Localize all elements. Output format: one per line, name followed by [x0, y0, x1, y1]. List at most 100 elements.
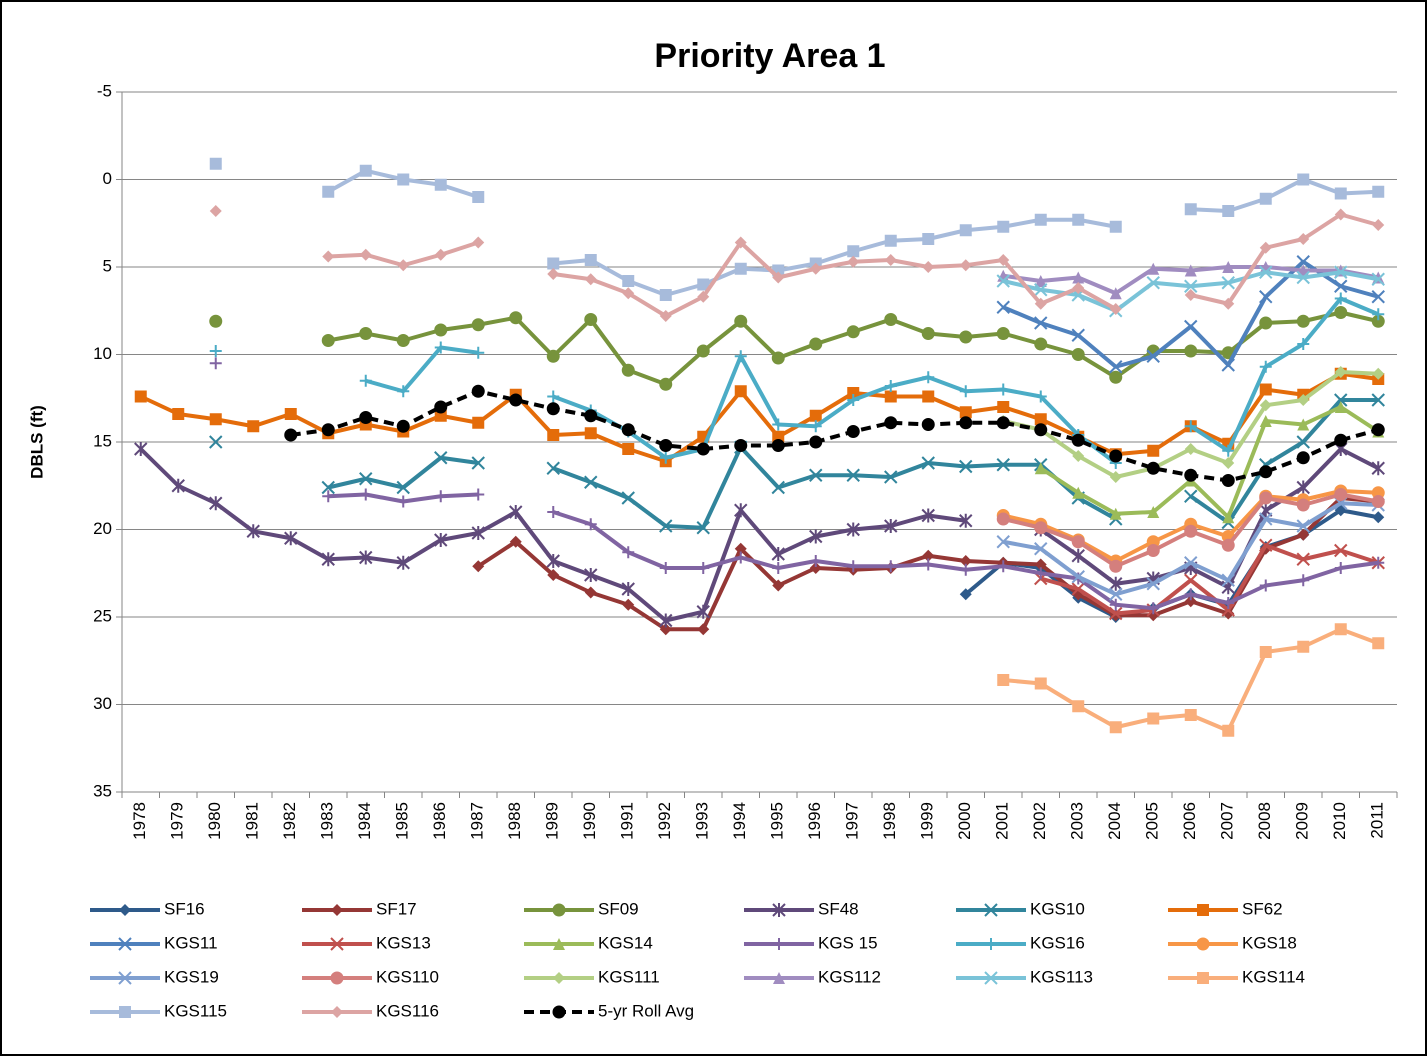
marker	[1296, 480, 1310, 495]
marker	[1372, 367, 1385, 380]
marker	[584, 254, 597, 266]
legend-item: SF17	[302, 899, 417, 918]
marker	[119, 904, 131, 916]
marker	[547, 257, 560, 270]
marker	[1222, 205, 1235, 217]
marker	[1222, 724, 1235, 737]
marker	[359, 374, 372, 387]
marker	[209, 205, 222, 217]
x-tick-label: 1997	[843, 802, 862, 840]
marker	[1146, 349, 1160, 363]
marker	[434, 451, 448, 465]
marker	[659, 377, 673, 391]
marker	[397, 385, 410, 398]
marker	[1034, 677, 1047, 690]
marker	[1184, 468, 1198, 482]
marker	[1221, 474, 1235, 487]
marker	[696, 604, 710, 619]
x-tick-label: 2008	[1255, 802, 1274, 840]
marker	[921, 327, 935, 340]
marker	[1334, 292, 1347, 305]
marker	[547, 268, 560, 280]
x-tick-label: 1992	[655, 802, 674, 840]
marker	[284, 408, 297, 420]
marker	[984, 971, 998, 985]
marker	[959, 588, 972, 601]
marker	[1221, 358, 1235, 372]
marker	[1071, 433, 1085, 447]
x-tick-label: 1993	[693, 802, 712, 840]
marker	[659, 439, 673, 452]
marker	[1296, 435, 1310, 449]
marker	[1034, 542, 1048, 556]
marker	[1184, 289, 1197, 301]
legend-label: KGS10	[1030, 899, 1085, 918]
marker	[959, 513, 973, 528]
marker	[397, 259, 410, 272]
y-tick-label: -5	[97, 81, 112, 100]
marker	[1109, 287, 1122, 300]
x-tick-label: 1994	[730, 802, 749, 840]
marker	[772, 579, 785, 592]
marker	[997, 560, 1010, 573]
marker	[773, 972, 785, 984]
marker	[359, 411, 373, 424]
marker	[1034, 521, 1048, 535]
marker	[1372, 511, 1385, 524]
marker	[1184, 279, 1198, 293]
x-tick-label: 2000	[955, 802, 974, 840]
legend-item: KGS110	[302, 967, 439, 986]
marker	[1147, 712, 1160, 725]
marker	[1334, 265, 1348, 279]
marker	[959, 459, 973, 474]
marker	[847, 394, 860, 406]
marker	[1371, 290, 1385, 304]
marker	[1147, 506, 1160, 518]
marker	[330, 937, 344, 951]
marker	[847, 255, 860, 268]
marker	[1072, 271, 1085, 284]
marker	[1221, 538, 1235, 552]
marker	[1221, 573, 1235, 587]
marker	[959, 224, 972, 237]
marker	[547, 390, 560, 403]
marker	[434, 533, 448, 547]
series-line	[139, 371, 1379, 464]
marker	[1184, 573, 1198, 587]
marker	[809, 337, 823, 351]
marker	[884, 234, 897, 247]
marker	[397, 173, 410, 186]
marker	[321, 334, 335, 347]
y-tick-label: 30	[93, 694, 112, 713]
marker	[697, 562, 710, 574]
x-tick-label: 1998	[880, 802, 899, 840]
marker	[921, 456, 935, 470]
marker	[471, 456, 485, 470]
series	[209, 357, 1385, 615]
marker	[509, 535, 522, 548]
y-tick-label: 10	[93, 344, 112, 363]
marker	[1259, 579, 1272, 592]
legend-label: SF17	[376, 899, 417, 918]
marker	[809, 562, 822, 574]
marker	[772, 271, 785, 284]
x-tick-label: 1986	[430, 802, 449, 840]
marker	[246, 524, 260, 539]
marker	[809, 435, 823, 449]
marker	[1334, 543, 1348, 558]
marker	[659, 623, 672, 636]
marker	[472, 346, 485, 359]
x-tick-label: 1982	[280, 802, 299, 840]
marker	[1071, 535, 1085, 549]
marker	[509, 311, 523, 325]
legend-item: KGS111	[524, 967, 660, 986]
marker	[472, 416, 485, 429]
legend-item: KGS11	[90, 933, 218, 952]
x-tick-label: 1984	[355, 802, 374, 840]
marker	[1259, 383, 1272, 396]
marker	[546, 461, 560, 475]
marker	[959, 330, 973, 344]
marker	[321, 552, 335, 567]
marker	[1109, 507, 1122, 520]
y-axis-label: DBLS (ft)	[27, 405, 46, 479]
